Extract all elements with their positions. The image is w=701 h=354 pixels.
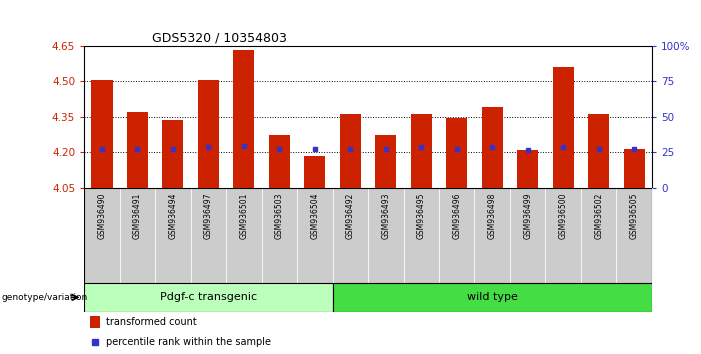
Bar [332, 188, 368, 283]
Bar [191, 188, 226, 283]
Text: wild type: wild type [467, 292, 517, 302]
Bar [84, 283, 332, 312]
Text: GSM936497: GSM936497 [204, 193, 213, 239]
Text: GSM936492: GSM936492 [346, 193, 355, 239]
Bar [233, 50, 254, 188]
Bar [588, 114, 609, 188]
Bar [439, 188, 475, 283]
Bar [411, 114, 432, 188]
Bar [304, 156, 325, 188]
Bar [297, 188, 332, 283]
Text: GSM936499: GSM936499 [523, 193, 532, 239]
Bar [226, 188, 261, 283]
Bar [84, 188, 120, 283]
Text: GSM936494: GSM936494 [168, 193, 177, 239]
Text: transformed count: transformed count [106, 317, 196, 327]
Text: GSM936503: GSM936503 [275, 193, 284, 239]
Text: GSM936502: GSM936502 [594, 193, 603, 239]
Bar [340, 114, 361, 188]
Bar [120, 188, 155, 283]
Bar [404, 188, 439, 283]
Bar [91, 80, 112, 188]
Bar [624, 149, 645, 188]
Bar [332, 283, 652, 312]
Text: GDS5320 / 10354803: GDS5320 / 10354803 [152, 32, 287, 45]
Bar [616, 188, 652, 283]
Bar [127, 112, 148, 188]
Bar [368, 188, 404, 283]
Text: GSM936495: GSM936495 [417, 193, 426, 239]
Bar [268, 135, 290, 188]
Bar [375, 135, 397, 188]
Bar [90, 316, 100, 328]
Text: percentile rank within the sample: percentile rank within the sample [106, 337, 271, 347]
Bar [162, 120, 184, 188]
Text: GSM936501: GSM936501 [239, 193, 248, 239]
Bar [581, 188, 616, 283]
Bar [545, 188, 581, 283]
Bar [261, 188, 297, 283]
Text: GSM936493: GSM936493 [381, 193, 390, 239]
Text: Pdgf-c transgenic: Pdgf-c transgenic [160, 292, 257, 302]
Text: GSM936500: GSM936500 [559, 193, 568, 239]
Text: GSM936505: GSM936505 [629, 193, 639, 239]
Text: GSM936490: GSM936490 [97, 193, 107, 239]
Bar [475, 188, 510, 283]
Text: GSM936491: GSM936491 [133, 193, 142, 239]
Text: GSM936496: GSM936496 [452, 193, 461, 239]
Bar [482, 107, 503, 188]
Bar [446, 118, 468, 188]
Bar [552, 67, 574, 188]
Bar [517, 150, 538, 188]
Text: GSM936504: GSM936504 [311, 193, 319, 239]
Bar [155, 188, 191, 283]
Bar [198, 80, 219, 188]
Bar [510, 188, 545, 283]
Text: GSM936498: GSM936498 [488, 193, 497, 239]
Text: genotype/variation: genotype/variation [1, 293, 88, 302]
